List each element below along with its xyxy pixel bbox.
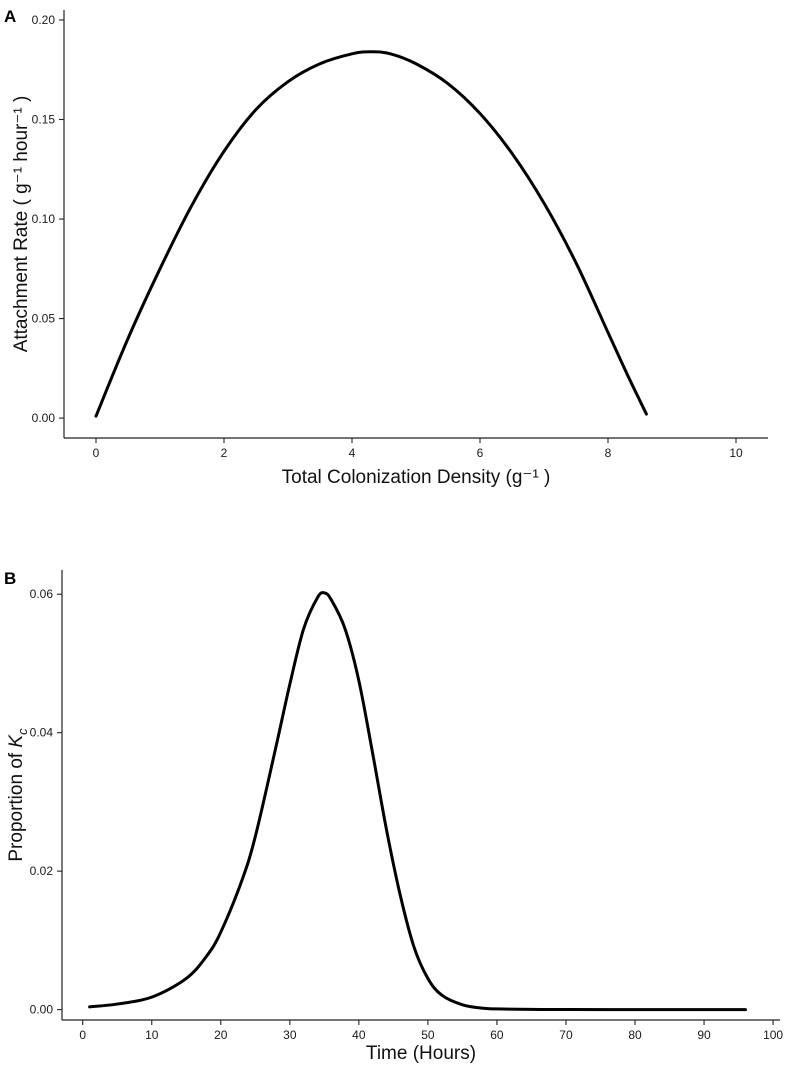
panel-b-y-tick-label: 0.02 <box>30 864 54 878</box>
panel-b-x-tick-label: 80 <box>628 1028 642 1042</box>
panel-a-x-tick-label: 4 <box>349 446 356 460</box>
panel-a-chart: 0 2 4 6 8 10 0.00 0.05 0.10 0.15 0.20 Total Coloni… <box>11 10 768 488</box>
panel-b-x-tick-label: 100 <box>763 1028 783 1042</box>
panel-b-x-tick-label: 20 <box>214 1028 228 1042</box>
panel-a-letter: A <box>4 7 16 26</box>
panel-a-x-tick-label: 6 <box>477 446 484 460</box>
panel-b-letter: B <box>4 569 16 588</box>
panel-b-y-axis-title-italic: K <box>6 734 27 748</box>
panel-b-y-axis-title-main: Proportion of <box>6 748 27 862</box>
panel-a-y-tick-label: 0.10 <box>32 212 56 226</box>
panel-b-x-tick-label: 90 <box>697 1028 711 1042</box>
panel-b-y-tick-label: 0.00 <box>30 1003 54 1017</box>
panel-a-y-tick-label: 0.00 <box>32 411 56 425</box>
panel-b-y-axis-title: Proportion of Kc <box>6 728 30 862</box>
panel-b-x-tick-label: 50 <box>421 1028 435 1042</box>
panel-b-y-tick-label: 0.04 <box>30 726 54 740</box>
panel-a-x-tick-label: 2 <box>221 446 228 460</box>
panel-b-y-axis-title-subscript: c <box>15 728 30 735</box>
panel-b-x-tick-label: 40 <box>352 1028 366 1042</box>
panel-b-chart: 0 10 20 30 40 50 60 70 80 90 100 0.00 0.02 0.04 0.06 T… <box>6 570 783 1064</box>
panel-a-y-tick-label: 0.20 <box>32 13 56 27</box>
panel-a-y-tick-label: 0.05 <box>32 312 56 326</box>
panel-b-x-tick-label: 0 <box>79 1028 86 1042</box>
panel-b-x-tick-label: 10 <box>145 1028 159 1042</box>
panel-a-x-axis-title: Total Colonization Density (g⁻¹ ) <box>282 467 551 488</box>
panel-a-y-axis-title: Attachment Rate ( g⁻¹ hour⁻¹ ) <box>11 96 32 353</box>
panel-b-series-line <box>88 591 747 1012</box>
panel-b-x-tick-label: 60 <box>490 1028 504 1042</box>
panel-b-x-tick-label: 70 <box>559 1028 573 1042</box>
panel-a-x-tick-label: 0 <box>93 446 100 460</box>
panel-a-x-tick-label: 8 <box>605 446 612 460</box>
panel-b-x-tick-label: 30 <box>283 1028 297 1042</box>
panel-a-x-tick-label: 10 <box>729 446 743 460</box>
panel-a-series-line <box>94 50 648 418</box>
panel-b-y-tick-label: 0.06 <box>30 587 54 601</box>
panel-b-x-axis-title: Time (Hours) <box>366 1043 476 1064</box>
panel-a-y-tick-label: 0.15 <box>32 112 56 126</box>
